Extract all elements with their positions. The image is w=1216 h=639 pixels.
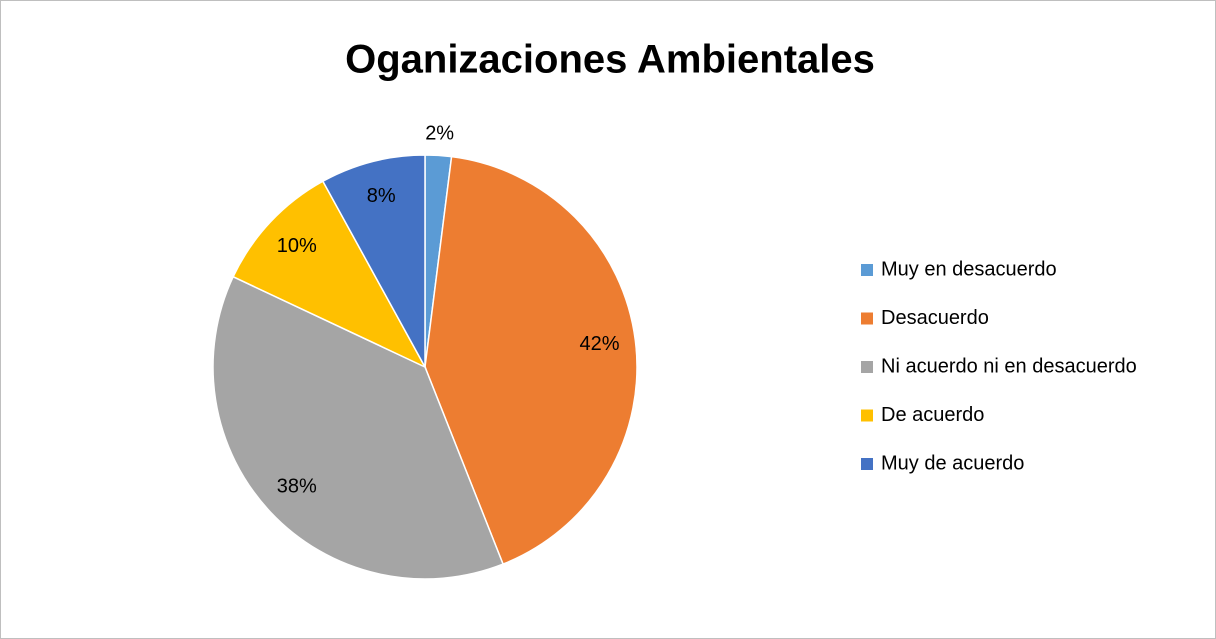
- legend-label: Ni acuerdo ni en desacuerdo: [881, 355, 1137, 377]
- legend-swatch: [861, 361, 873, 373]
- legend-label: Desacuerdo: [881, 307, 989, 329]
- legend-swatch: [861, 409, 873, 422]
- data-label: 42%: [580, 333, 620, 355]
- pie-slice: [424, 155, 638, 566]
- data-label: 2%: [425, 123, 454, 145]
- data-label: 8%: [367, 185, 396, 207]
- pie-slice: [321, 154, 426, 368]
- legend-label: Muy en desacuerdo: [881, 258, 1057, 280]
- data-label: 38%: [277, 476, 317, 498]
- pie-slice: [212, 275, 505, 580]
- chart-title: Oganizaciones Ambientales: [345, 38, 875, 82]
- legend-swatch: [861, 458, 873, 470]
- pie-slice: [232, 180, 427, 369]
- data-label: 10%: [277, 235, 317, 257]
- legend-swatch: [861, 312, 873, 325]
- legend-swatch: [861, 264, 873, 276]
- legend-label: Muy de acuerdo: [881, 452, 1024, 474]
- legend-label: De acuerdo: [881, 404, 984, 426]
